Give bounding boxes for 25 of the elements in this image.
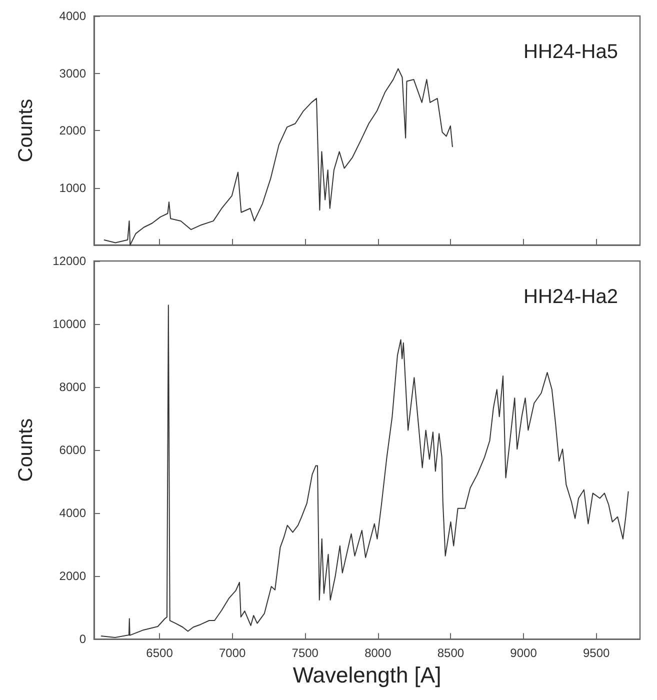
x-tick-label: 9000: [510, 646, 538, 660]
y-tick-label: 4000: [59, 506, 86, 520]
x-tick-label: 7500: [292, 646, 319, 660]
y-tick-label: 3000: [59, 66, 86, 80]
y-tick-label: 4000: [59, 9, 86, 23]
y-tick-label: 1000: [59, 180, 86, 195]
y-tick-label: 2000: [59, 124, 86, 138]
line-series: [103, 68, 453, 246]
x-tick-label: 8000: [364, 646, 392, 660]
y-tick-label: 8000: [59, 380, 86, 394]
y-tick-label: 12000: [52, 254, 86, 268]
x-tick-label: 6500: [146, 646, 174, 660]
x-tick-label: 9500: [582, 646, 610, 660]
annotation: HH24-Ha5: [524, 41, 618, 63]
x-tick-label: 8500: [437, 646, 464, 660]
y-tick-label: 0: [79, 632, 86, 646]
x-axis-title: Wavelength [A]: [292, 662, 442, 688]
x-tick-label: 7000: [218, 646, 246, 660]
annotation: HH24-Ha2: [524, 286, 618, 308]
y-axis-title: Counts: [15, 98, 37, 162]
y-tick-label: 6000: [59, 443, 86, 458]
y-axis-title: Counts: [15, 418, 37, 482]
y-tick-label: 10000: [52, 317, 86, 332]
y-tick-label: 2000: [59, 569, 86, 584]
line-series: [100, 304, 629, 638]
